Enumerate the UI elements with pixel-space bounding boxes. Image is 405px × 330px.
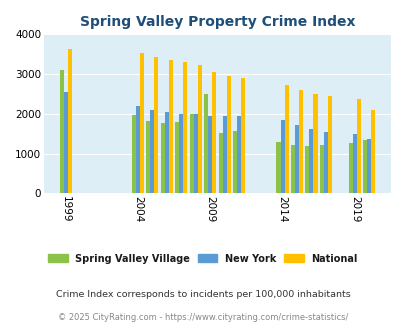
Bar [237, 116, 241, 193]
Bar [150, 110, 154, 193]
Bar [60, 70, 64, 193]
Bar [140, 53, 144, 193]
Bar [226, 76, 230, 193]
Bar [284, 85, 288, 193]
Bar [352, 135, 356, 193]
Text: Crime Index corresponds to incidents per 100,000 inhabitants: Crime Index corresponds to incidents per… [55, 290, 350, 299]
Bar [132, 115, 136, 193]
Bar [64, 91, 68, 193]
Bar [160, 123, 164, 193]
Bar [319, 145, 323, 193]
Bar [168, 60, 173, 193]
Bar [232, 131, 237, 193]
Bar [175, 122, 179, 193]
Bar [323, 132, 327, 193]
Bar [146, 121, 150, 193]
Bar [367, 139, 371, 193]
Bar [183, 62, 187, 193]
Bar [327, 96, 331, 193]
Bar [298, 90, 302, 193]
Bar [371, 110, 375, 193]
Bar [204, 94, 208, 193]
Bar [294, 125, 298, 193]
Bar [276, 143, 280, 193]
Bar [136, 106, 140, 193]
Bar [280, 120, 284, 193]
Bar [189, 114, 193, 193]
Legend: Spring Valley Village, New York, National: Spring Valley Village, New York, Nationa… [44, 249, 361, 267]
Bar [68, 50, 72, 193]
Bar [197, 65, 201, 193]
Bar [241, 79, 245, 193]
Bar [154, 57, 158, 193]
Bar [348, 143, 352, 193]
Bar [290, 145, 294, 193]
Title: Spring Valley Property Crime Index: Spring Valley Property Crime Index [79, 15, 354, 29]
Bar [309, 129, 313, 193]
Text: © 2025 CityRating.com - https://www.cityrating.com/crime-statistics/: © 2025 CityRating.com - https://www.city… [58, 313, 347, 322]
Bar [222, 116, 226, 193]
Bar [313, 94, 317, 193]
Bar [208, 116, 212, 193]
Bar [362, 141, 367, 193]
Bar [305, 147, 309, 193]
Bar [179, 114, 183, 193]
Bar [164, 112, 168, 193]
Bar [212, 73, 216, 193]
Bar [193, 114, 197, 193]
Bar [218, 133, 222, 193]
Bar [356, 99, 360, 193]
